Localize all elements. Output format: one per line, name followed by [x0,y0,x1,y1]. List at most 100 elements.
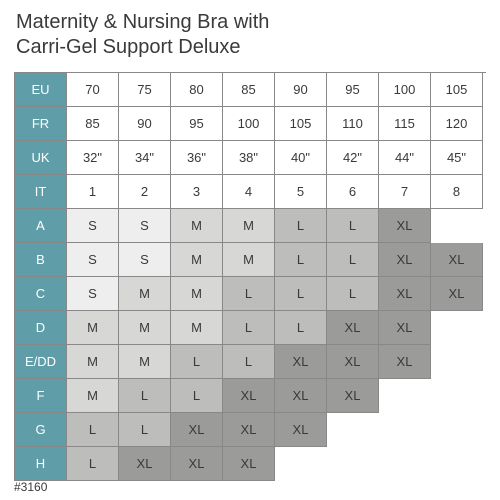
size-conversion-cell: 3 [171,175,223,209]
title-line-1: Maternity & Nursing Bra with [16,11,269,33]
size-cell: L [119,413,171,447]
size-conversion-cell: 120 [431,107,483,141]
empty-cell [275,447,327,481]
size-cell: M [119,345,171,379]
row-header: IT [15,175,67,209]
size-conversion-cell: 36" [171,141,223,175]
size-cell: XL [171,413,223,447]
row-header: B [15,243,67,277]
size-cell: XL [327,311,379,345]
size-conversion-cell: 34" [119,141,171,175]
row-header: C [15,277,67,311]
size-cell: M [171,243,223,277]
size-cell: S [119,243,171,277]
size-cell: M [223,243,275,277]
empty-cell [379,379,431,413]
size-conversion-cell: 100 [223,107,275,141]
size-cell: XL [119,447,171,481]
empty-cell [431,209,483,243]
product-code: #3160 [14,480,47,494]
size-cell: L [67,413,119,447]
size-conversion-cell: 90 [119,107,171,141]
empty-cell [431,345,483,379]
size-conversion-cell: 4 [223,175,275,209]
size-cell: L [223,345,275,379]
size-cell: XL [379,209,431,243]
size-cell: XL [379,277,431,311]
size-cell: M [67,379,119,413]
size-conversion-cell: 115 [379,107,431,141]
row-header: A [15,209,67,243]
row-header: D [15,311,67,345]
size-cell: L [275,311,327,345]
size-conversion-cell: 95 [327,73,379,107]
size-cell: M [171,277,223,311]
empty-cell [431,413,483,447]
size-conversion-cell: 105 [431,73,483,107]
size-cell: XL [327,345,379,379]
row-header: F [15,379,67,413]
size-cell: XL [431,243,483,277]
size-conversion-cell: 5 [275,175,327,209]
size-cell: L [327,243,379,277]
size-conversion-cell: 105 [275,107,327,141]
size-cell: M [223,209,275,243]
size-cell: XL [275,345,327,379]
row-header: FR [15,107,67,141]
size-cell: XL [275,379,327,413]
size-conversion-cell: 44" [379,141,431,175]
size-conversion-cell: 100 [379,73,431,107]
size-cell: S [67,243,119,277]
size-cell: XL [223,379,275,413]
size-conversion-cell: 45" [431,141,483,175]
page-title: Maternity & Nursing Bra with Carri-Gel S… [16,10,486,60]
size-cell: L [223,311,275,345]
empty-cell [327,447,379,481]
size-conversion-cell: 70 [67,73,119,107]
size-cell: L [275,277,327,311]
size-cell: XL [275,413,327,447]
row-header: H [15,447,67,481]
row-header: EU [15,73,67,107]
size-cell: XL [431,277,483,311]
size-conversion-cell: 38" [223,141,275,175]
row-header: E/DD [15,345,67,379]
size-conversion-cell: 2 [119,175,171,209]
size-cell: M [119,311,171,345]
empty-cell [431,311,483,345]
empty-cell [327,413,379,447]
size-cell: L [171,345,223,379]
size-cell: S [67,209,119,243]
size-conversion-cell: 7 [379,175,431,209]
size-cell: L [327,277,379,311]
empty-cell [379,447,431,481]
size-cell: M [67,311,119,345]
size-cell: M [171,311,223,345]
empty-cell [379,413,431,447]
size-cell: M [67,345,119,379]
size-cell: L [275,243,327,277]
size-conversion-cell: 85 [67,107,119,141]
size-conversion-cell: 90 [275,73,327,107]
size-cell: M [119,277,171,311]
size-conversion-cell: 6 [327,175,379,209]
size-conversion-cell: 32" [67,141,119,175]
size-cell: L [223,277,275,311]
size-cell: XL [327,379,379,413]
size-conversion-cell: 85 [223,73,275,107]
row-header: G [15,413,67,447]
size-cell: XL [379,311,431,345]
size-cell: XL [379,243,431,277]
size-cell: M [171,209,223,243]
size-cell: XL [223,447,275,481]
size-cell: L [275,209,327,243]
size-conversion-cell: 8 [431,175,483,209]
size-cell: L [327,209,379,243]
size-cell: L [119,379,171,413]
size-cell: S [67,277,119,311]
size-conversion-cell: 75 [119,73,171,107]
size-cell: XL [223,413,275,447]
size-conversion-cell: 42" [327,141,379,175]
size-conversion-cell: 110 [327,107,379,141]
size-cell: XL [379,345,431,379]
